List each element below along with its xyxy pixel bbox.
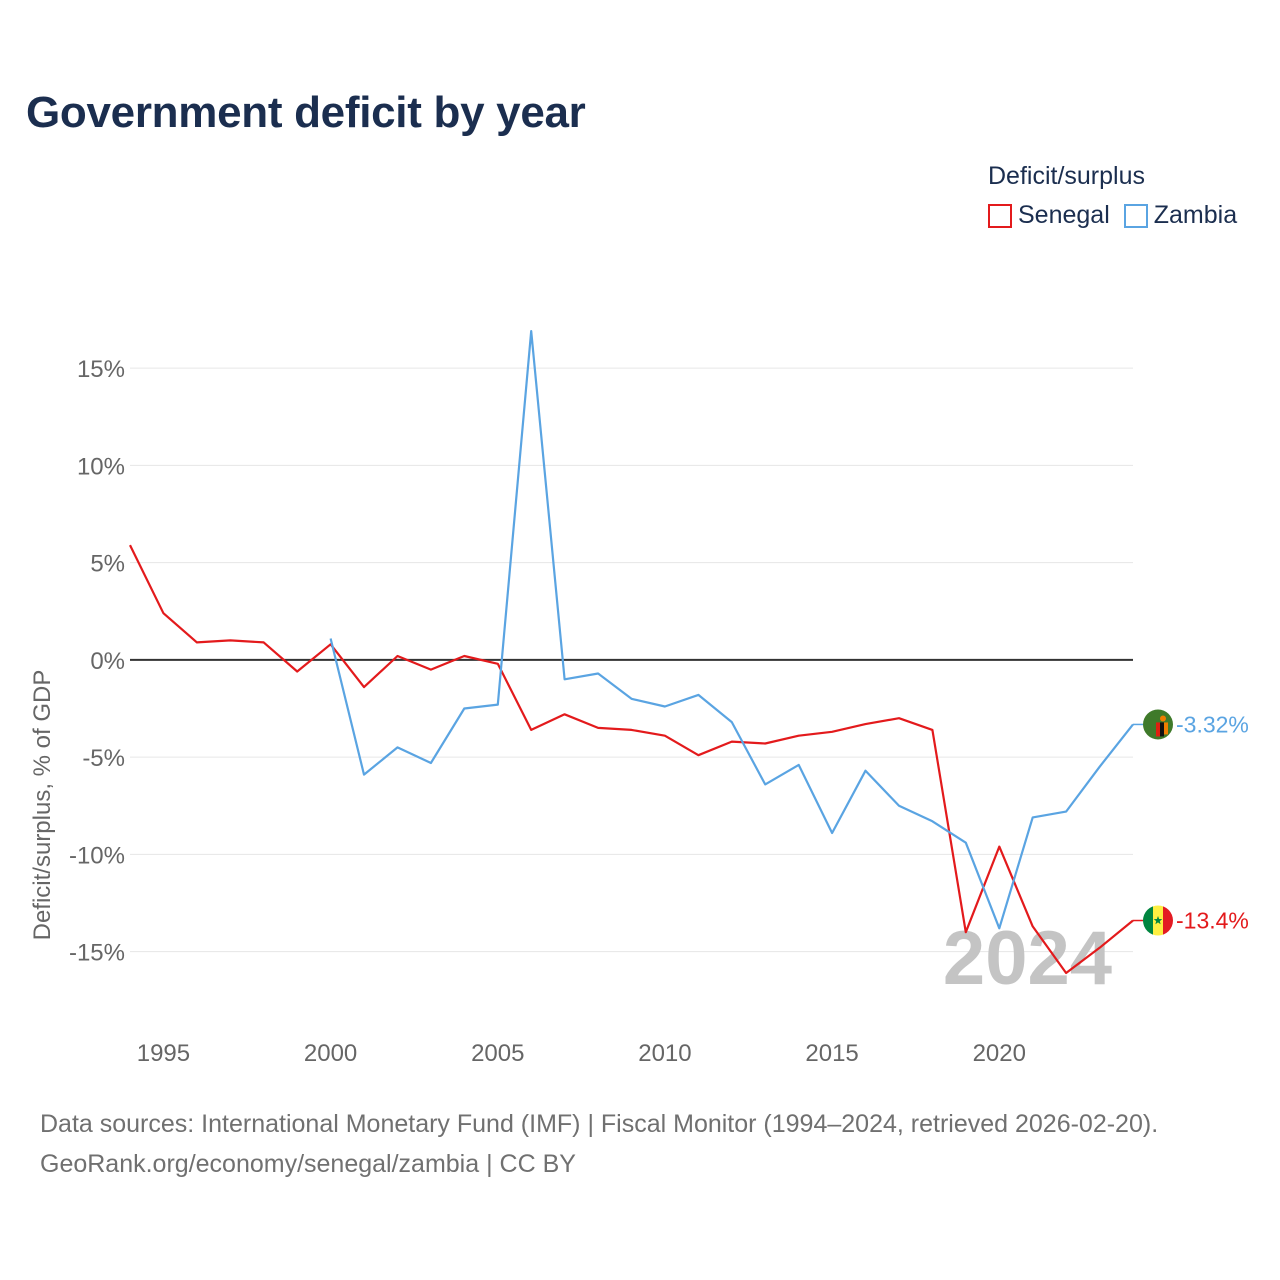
data-point-senegal[interactable] [127,542,133,548]
legend-label-zambia: Zambia [1153,201,1238,229]
data-point-zambia[interactable] [662,704,668,710]
y-axis-label: Deficit/surplus, % of GDP [29,670,56,941]
x-tick-label: 2005 [471,1040,524,1067]
y-tick-label: 0% [90,648,125,675]
footer: Data sources: International Monetary Fun… [40,1104,1158,1184]
legend-item-zambia[interactable]: Zambia [1123,201,1238,230]
data-point-senegal[interactable] [428,667,434,673]
x-tick-label: 2000 [304,1040,357,1067]
data-point-zambia[interactable] [328,635,334,641]
data-point-zambia[interactable] [528,328,534,334]
legend: Deficit/surplus Senegal Zambia [988,162,1237,230]
data-point-senegal[interactable] [662,733,668,739]
data-point-senegal[interactable] [829,729,835,735]
data-point-zambia[interactable] [729,719,735,725]
data-point-senegal[interactable] [495,661,501,667]
zambia-flag-stripe-red [1156,722,1160,737]
data-point-zambia[interactable] [695,692,701,698]
legend-swatch-senegal [988,203,1012,228]
data-point-zambia[interactable] [896,803,902,809]
data-point-senegal[interactable] [963,929,969,935]
legend-item-senegal[interactable]: Senegal [988,201,1110,230]
data-point-senegal[interactable] [695,752,701,758]
data-point-senegal[interactable] [796,733,802,739]
data-point-senegal[interactable] [294,669,300,675]
data-point-senegal[interactable] [629,727,635,733]
data-point-zambia[interactable] [796,762,802,768]
y-tick-label: -15% [69,940,125,967]
data-point-zambia[interactable] [361,772,367,778]
data-point-zambia[interactable] [1030,814,1036,820]
y-tick-label: -5% [82,745,125,772]
data-sources-note: Data sources: International Monetary Fun… [40,1110,1159,1138]
data-point-zambia[interactable] [863,768,869,774]
data-point-zambia[interactable] [562,676,568,682]
zambia-flag-stripe-orange [1164,722,1168,735]
data-point-zambia[interactable] [428,760,434,766]
data-point-senegal[interactable] [361,684,367,690]
data-point-senegal[interactable] [896,715,902,721]
senegal-flag-red [1163,905,1173,936]
data-point-zambia[interactable] [762,781,768,787]
data-point-senegal[interactable] [929,727,935,733]
zambia-flag-eagle [1160,715,1166,722]
data-point-senegal[interactable] [227,637,233,643]
data-point-senegal[interactable] [528,727,534,733]
y-tick-label: 5% [90,551,125,578]
x-tick-label: 2010 [638,1040,691,1067]
x-tick-label: 2020 [973,1040,1026,1067]
data-point-senegal[interactable] [194,639,200,645]
data-point-zambia[interactable] [495,702,501,708]
data-point-senegal[interactable] [394,653,400,659]
series-line-zambia [329,330,1134,930]
data-point-zambia[interactable] [629,696,635,702]
data-point-zambia[interactable] [996,925,1002,931]
data-point-senegal[interactable] [1097,945,1103,951]
y-tick-label: 15% [77,356,125,383]
y-tick-label: -10% [69,842,125,869]
legend-swatch-zambia [1123,203,1148,228]
senegal-flag-star-icon [1153,916,1163,925]
data-point-zambia[interactable] [929,818,935,824]
data-point-senegal[interactable] [1030,923,1036,929]
end-label-zambia: -3.32% [1176,711,1249,737]
data-point-senegal[interactable] [160,610,166,616]
series-line-senegal [129,544,1134,975]
data-point-senegal[interactable] [1063,970,1069,976]
data-point-zambia[interactable] [595,670,601,676]
data-point-senegal[interactable] [996,844,1002,850]
data-point-senegal[interactable] [461,653,467,659]
data-point-zambia[interactable] [394,744,400,750]
end-label-senegal: -13.4% [1176,908,1249,934]
x-tick-label: 1995 [137,1040,190,1067]
x-tick-label: 2015 [805,1040,858,1067]
data-point-senegal[interactable] [562,711,568,717]
senegal-flag-green [1143,905,1153,936]
y-tick-label: 10% [77,453,125,480]
chart-title: Government deficit by year [26,88,586,137]
zambia-flag-stripe-black [1160,722,1164,737]
data-point-senegal[interactable] [762,741,768,747]
legend-label-senegal: Senegal [1018,201,1110,229]
attribution-link[interactable]: GeoRank.org/economy/senegal/zambia | CC … [40,1150,576,1178]
data-point-zambia[interactable] [963,840,969,846]
data-point-senegal[interactable] [863,721,869,727]
legend-title: Deficit/surplus [988,162,1145,190]
data-point-senegal[interactable] [729,739,735,745]
data-point-senegal[interactable] [261,639,267,645]
data-point-senegal[interactable] [595,725,601,731]
data-point-zambia[interactable] [829,830,835,836]
data-point-zambia[interactable] [1063,809,1069,815]
data-point-zambia[interactable] [461,705,467,711]
data-point-zambia[interactable] [1097,764,1103,770]
